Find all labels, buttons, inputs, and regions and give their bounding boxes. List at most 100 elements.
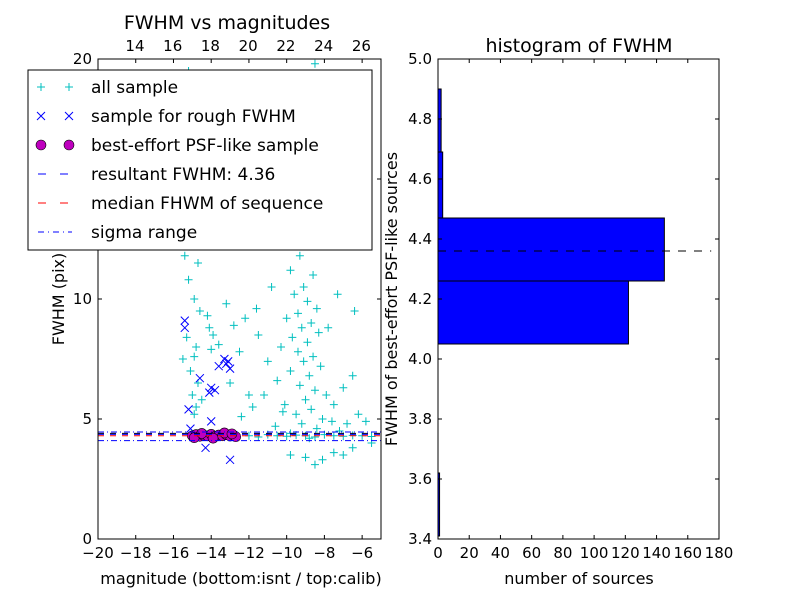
rough-sample-point [195,373,205,383]
all-sample-point [312,304,321,313]
all-sample-point [339,451,348,459]
all-sample-point [282,314,291,323]
legend-label: sample for rough FWHM [91,107,296,127]
rough-sample-point [225,455,235,465]
all-sample-point [303,297,312,306]
all-sample-point [203,311,212,320]
all-sample-point [316,362,325,371]
legend-box [27,69,373,251]
all-sample-point [290,290,299,299]
all-sample-point [310,59,319,68]
hist-title: histogram of FWHM [485,35,672,57]
all-sample-point [278,407,287,416]
all-sample-point [327,417,336,426]
all-sample-point [178,355,187,363]
all-sample-point [237,412,246,421]
scatter-panel: −20 −18 −16 −14 −12 −10 −8 −6 14 16 18 20 22 24 26 0 5 10… [27,37,382,562]
plot-area [98,59,381,469]
all-sample-point [190,410,199,419]
all-sample-point [184,275,193,284]
all-sample-point [329,400,338,409]
legend-label: median FHWM of sequence [91,194,323,214]
all-sample-point [286,266,295,275]
top-tick-label: 22 [276,37,295,55]
all-sample-point [329,448,338,457]
top-tick-label: 26 [352,37,371,55]
all-sample-point [244,391,253,399]
all-sample-point [361,417,370,426]
y-tick-label: 3.8 [408,410,432,428]
x-tick-label: 60 [522,544,541,562]
hist-ylabel: FWHM of best-effort PSF-like sources [382,152,401,446]
y-tick-label: 3.6 [408,470,432,488]
x-tick-label: −18 [120,544,152,562]
all-sample-point [277,343,286,351]
all-sample-point [193,259,202,267]
all-sample-point [180,251,189,260]
x-tick-label: −6 [351,544,373,562]
all-sample-point [318,455,327,464]
all-sample-point [241,314,250,323]
scatter-ylabel: FWHM (pix) [49,253,68,346]
legend-label: resultant FWHM: 4.36 [91,165,275,185]
top-tick-label: 14 [125,37,144,55]
all-sample-point [295,251,304,260]
x-tick-label: 180 [705,544,734,562]
all-sample-marker-icon [65,83,73,91]
y-tick-label: 4.8 [408,110,432,128]
x-tick-label: −20 [82,544,114,562]
rough-sample-point [201,443,210,453]
rough-sample-point [225,364,235,373]
all-sample-point [229,321,238,330]
all-sample-point [297,419,306,428]
all-sample-point [333,290,342,299]
rough-sample-point [223,357,233,366]
all-sample-point [324,323,333,332]
all-sample-point [312,424,321,433]
all-sample-point [209,331,218,339]
all-sample-point [299,283,308,291]
psf-sample-marker-icon [63,139,75,151]
all-sample-point [322,391,331,399]
legend-label: best-effort PSF-like sample [91,136,319,156]
top-tick-label: 16 [163,37,182,55]
psf-sample-marker-icon [35,139,47,151]
y-tick-label: 20 [73,50,92,68]
histogram-bar [437,151,444,219]
x-tick-label: 0 [433,544,443,562]
scatter-xlabel: magnitude (bottom:isnt / top:calib) [100,569,381,588]
all-sample-point [348,371,357,380]
rough-sample-marker-icon [36,111,46,121]
rough-sample-point [184,405,193,414]
x-tick-label: 140 [642,544,671,562]
all-sample-point [280,400,289,409]
histogram-panel: 0 20 40 60 80 100 120 140 160 180 3.4 3.6 3.8 4.0 4.2 4… [408,50,733,562]
x-tick-label: 40 [491,544,510,562]
y-tick-label: 3.4 [408,530,432,548]
all-sample-point [297,323,306,332]
histogram-bar [437,280,629,345]
rough-sample-point [206,383,216,393]
all-sample-point [354,410,363,419]
all-sample-point [318,415,327,423]
all-sample-point [305,371,314,380]
all-sample-point [343,419,352,428]
all-sample-point [273,376,282,385]
x-tick-label: 20 [460,544,479,562]
scatter-title: FWHM vs magnitudes [124,12,330,34]
x-tick-label: −16 [158,544,190,562]
rough-sample-point [206,417,216,426]
all-sample-point [260,391,269,399]
all-sample-point [235,347,244,356]
all-sample-point [271,422,280,431]
x-tick-label: −12 [233,544,265,562]
all-sample-point [192,403,201,411]
top-tick-label: 20 [239,37,258,55]
all-sample-point [286,451,295,459]
all-sample-point [339,383,348,392]
rough-sample-point [180,323,190,333]
all-sample-point [314,328,323,337]
x-tick-label: −10 [271,544,303,562]
y-tick-label: 10 [73,290,92,308]
rough-sample-point [214,361,224,371]
